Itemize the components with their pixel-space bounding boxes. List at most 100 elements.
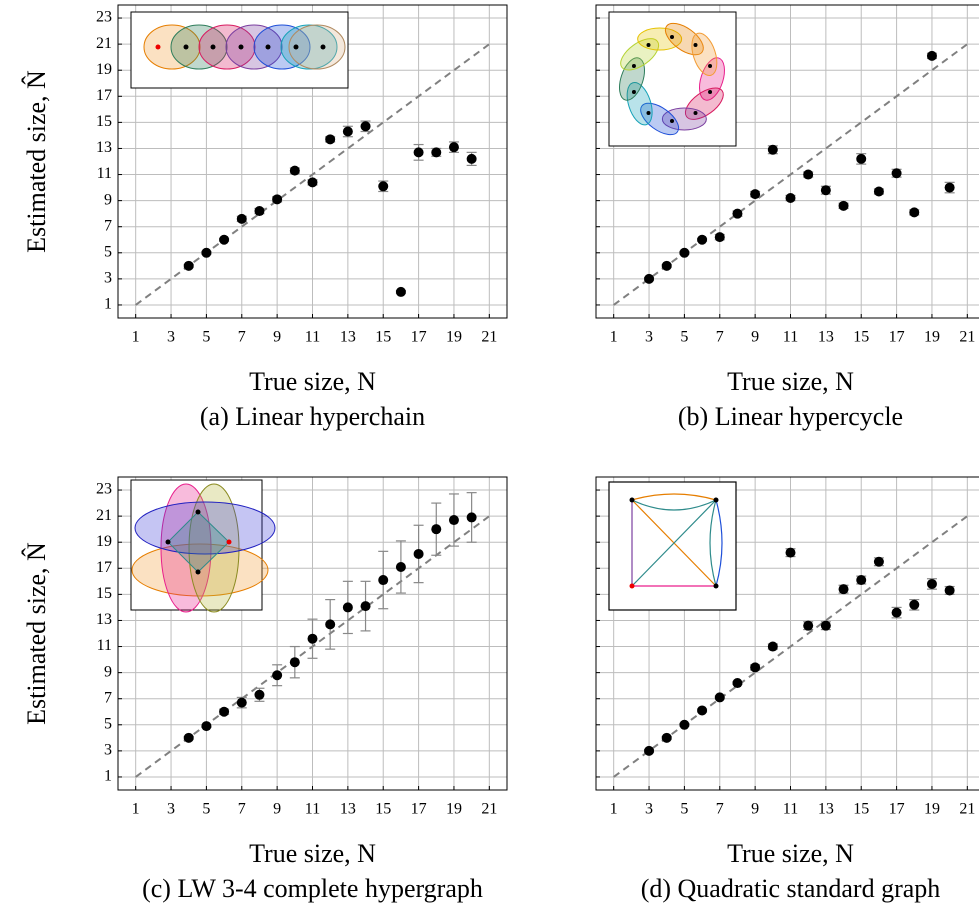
point (926, 50, 937, 61)
point (679, 247, 690, 258)
node (155, 44, 161, 50)
x-tick-label: 13 (340, 801, 356, 818)
point (201, 721, 212, 732)
x-axis-label: True size, N (249, 839, 376, 868)
y-tick-label: 3 (104, 742, 112, 759)
node (693, 43, 698, 48)
x-tick-label: 7 (238, 801, 246, 818)
x-tick-label: 19 (924, 801, 940, 818)
point (289, 657, 300, 668)
point (732, 208, 743, 219)
node (320, 44, 326, 50)
x-tick-label: 21 (481, 329, 497, 346)
node (210, 44, 216, 50)
point (873, 556, 884, 567)
point (873, 186, 884, 197)
point (820, 620, 831, 631)
point (838, 200, 849, 211)
axes-frame (595, 476, 979, 791)
y-tick-label: 3 (104, 270, 112, 287)
node (646, 110, 651, 115)
y-axis-label: Estimated size, N̂ (22, 542, 51, 725)
y-tick-label: 21 (96, 35, 112, 52)
point (644, 273, 655, 284)
y-tick-label: 1 (104, 768, 112, 785)
node (165, 539, 171, 545)
x-tick-label: 11 (783, 329, 798, 346)
x-tick-label: 9 (273, 801, 281, 818)
node (670, 119, 674, 123)
point (395, 561, 406, 572)
x-tick-label: 1 (610, 329, 618, 346)
point (466, 512, 477, 523)
point (926, 578, 937, 589)
y-tick-label: 15 (96, 585, 112, 602)
point (750, 662, 761, 673)
caption: (b) Linear hypercycle (678, 402, 903, 431)
point (909, 207, 920, 218)
x-tick-label: 19 (446, 329, 462, 346)
point (679, 719, 690, 730)
point (767, 144, 778, 155)
y-tick-label: 23 (96, 481, 112, 498)
x-axis-label: True size, N (249, 367, 376, 396)
edge (631, 499, 717, 587)
y-tick-label: 1 (104, 296, 112, 313)
node (713, 583, 719, 589)
x-axis-label: True size, N (727, 367, 854, 396)
point (697, 705, 708, 716)
x-tick-label: 1 (132, 801, 140, 818)
point (219, 706, 230, 717)
point (820, 185, 831, 196)
axes-frame (595, 4, 979, 319)
y-tick-label: 11 (97, 637, 112, 654)
y-tick-label: 7 (104, 689, 112, 706)
x-tick-label: 11 (305, 329, 320, 346)
point (272, 194, 283, 205)
node (708, 89, 713, 94)
point (732, 678, 743, 689)
y-tick-label: 21 (96, 507, 112, 524)
point (856, 153, 867, 164)
y-tick-label: 11 (97, 165, 112, 182)
hyperedge (280, 24, 338, 70)
axes-frame (117, 476, 508, 791)
point (219, 234, 230, 245)
x-tick-label: 21 (959, 329, 975, 346)
caption: (c) LW 3-4 complete hypergraph (142, 874, 483, 903)
point (201, 247, 212, 258)
node (629, 583, 635, 589)
point (891, 168, 902, 179)
caption: (d) Quadratic standard graph (641, 874, 941, 903)
point (644, 745, 655, 756)
point (378, 575, 389, 586)
point (856, 575, 867, 586)
x-tick-label: 11 (783, 801, 798, 818)
reference-line (613, 515, 968, 778)
inset-frame (608, 11, 737, 147)
y-tick-label: 5 (104, 243, 112, 260)
y-tick-label: 13 (96, 611, 112, 628)
point (661, 260, 672, 271)
x-tick-label: 13 (818, 329, 834, 346)
x-tick-label: 1 (610, 801, 618, 818)
point (448, 515, 459, 526)
x-tick-label: 21 (481, 801, 497, 818)
node (646, 43, 651, 48)
point (466, 153, 477, 164)
x-tick-label: 5 (202, 801, 210, 818)
point (289, 165, 300, 176)
point (360, 121, 371, 132)
x-tick-label: 17 (411, 801, 427, 818)
x-tick-label: 19 (446, 801, 462, 818)
y-tick-label: 17 (96, 87, 112, 104)
x-tick-label: 5 (680, 329, 688, 346)
hyperedge (619, 57, 645, 101)
y-tick-label: 9 (104, 663, 112, 680)
point (431, 147, 442, 158)
point (838, 584, 849, 595)
hyperedge (253, 24, 311, 70)
point (714, 692, 725, 703)
